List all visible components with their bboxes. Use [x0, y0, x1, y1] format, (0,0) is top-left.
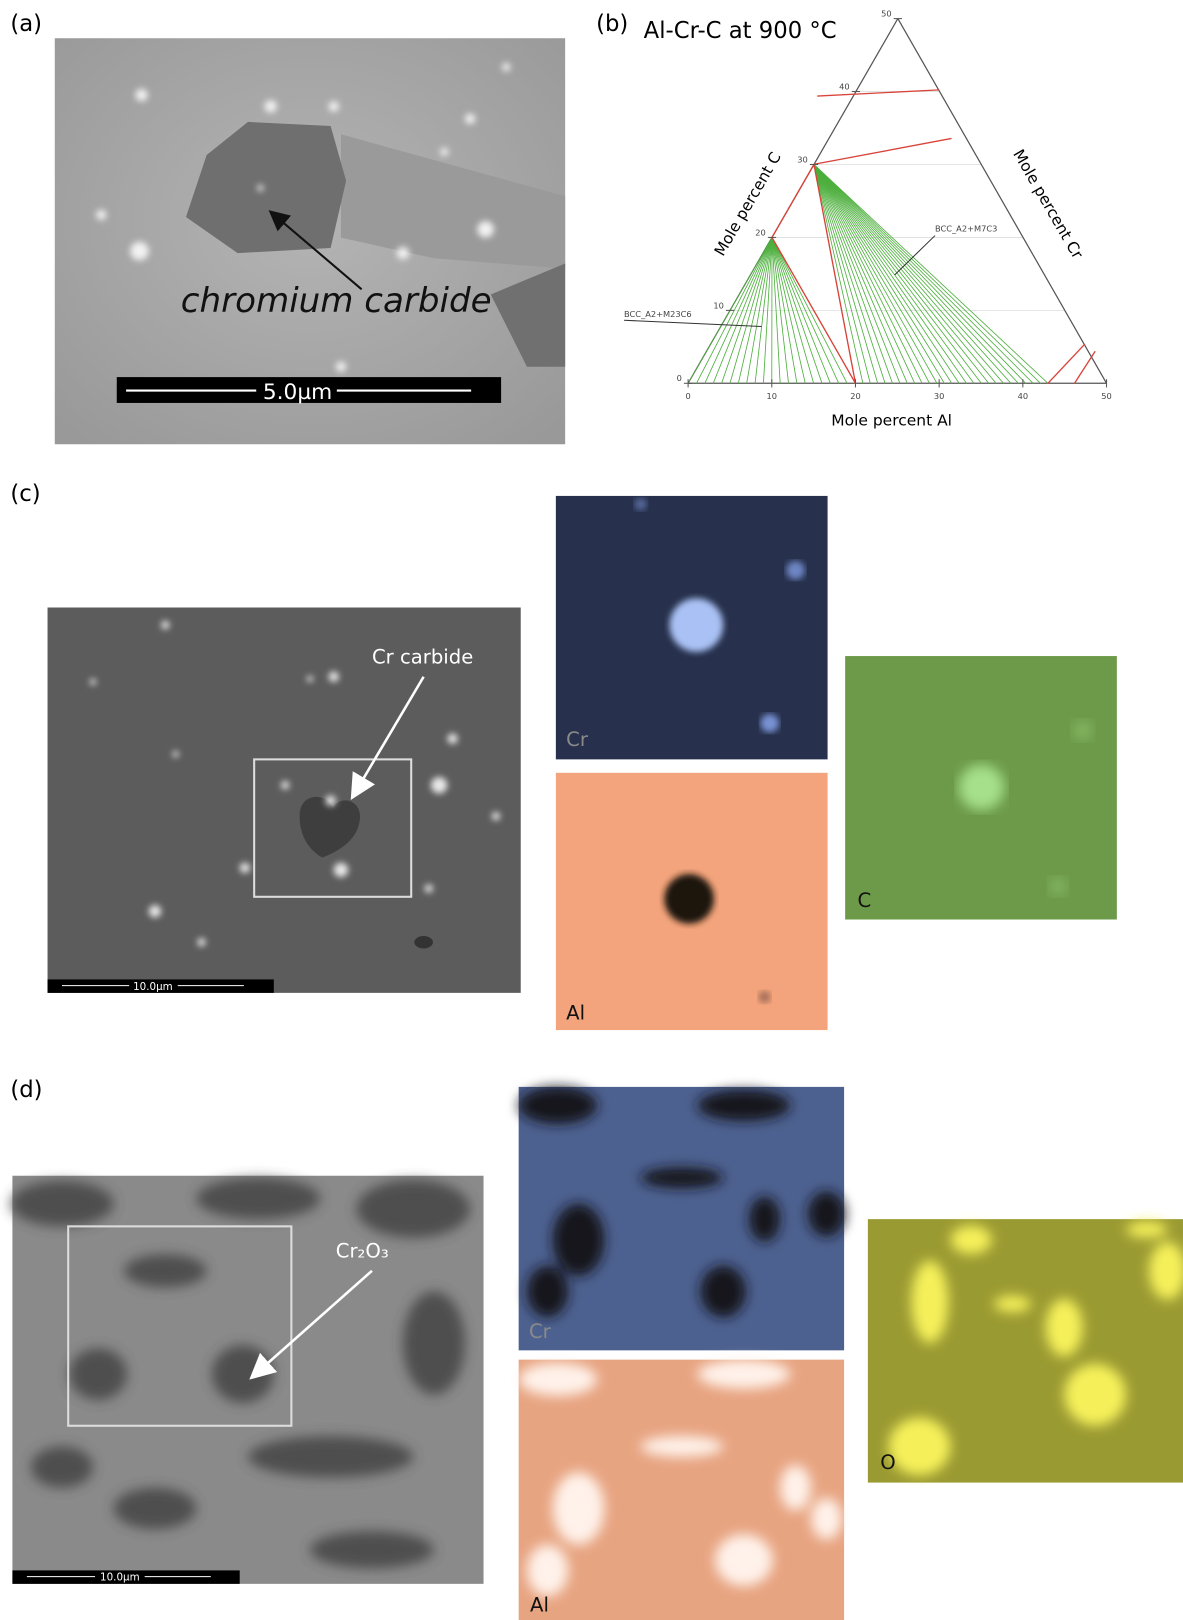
- tick-label: 40: [1018, 391, 1029, 401]
- tick-label: 20: [850, 391, 861, 401]
- map-label: Cr: [529, 1320, 552, 1343]
- tie-line: [771, 237, 781, 384]
- diagram-title: Al-Cr-C at 900 °C: [644, 18, 837, 44]
- tick-label: 50: [881, 9, 892, 19]
- tick-label: 30: [797, 154, 808, 164]
- tie-line: [813, 164, 1012, 384]
- tie-line: [813, 164, 1004, 384]
- tie-line: [712, 237, 773, 384]
- panel-label: (d): [10, 1077, 42, 1103]
- annotation: Cr carbide: [372, 645, 473, 668]
- map-label: Al: [566, 1002, 585, 1025]
- tie-line: [813, 164, 1041, 384]
- axis-line: [897, 18, 1108, 384]
- map-o: O: [867, 1219, 1183, 1483]
- axis-label: Mole percent Al: [831, 412, 952, 430]
- phase-boundary: [1047, 343, 1086, 384]
- tie-line: [813, 164, 975, 384]
- tie-line: [771, 237, 823, 384]
- region-label: BCC_A2+M23C6: [624, 309, 692, 319]
- tie-line: [771, 237, 815, 384]
- map-al: Al: [555, 772, 828, 1031]
- tie-line: [771, 237, 798, 384]
- tie-line: [813, 164, 1049, 384]
- map-label: C: [858, 889, 872, 912]
- tick-label: 20: [755, 227, 766, 237]
- tie-line: [813, 164, 886, 384]
- map-label: O: [880, 1451, 895, 1474]
- tie-line: [813, 164, 1027, 384]
- tie-line: [813, 164, 967, 384]
- tick-label: 0: [685, 391, 690, 401]
- micrograph-d: Cr₂O₃ 10.0µm: [10, 1175, 484, 1584]
- tie-line: [771, 237, 789, 384]
- tie-line: [746, 237, 773, 384]
- scale-bar-label: 5.0µm: [263, 380, 332, 405]
- panel-label: (c): [10, 481, 40, 507]
- tie-line: [813, 164, 879, 384]
- map-label: Al: [530, 1594, 549, 1617]
- map-label: Cr: [566, 728, 589, 751]
- tie-line: [737, 237, 773, 384]
- scale-bar-label: 10.0µm: [100, 1572, 140, 1584]
- tie-line: [813, 164, 930, 384]
- panel-label: (a): [10, 11, 42, 37]
- tie-line: [754, 237, 773, 384]
- phase-boundary: [1073, 350, 1096, 384]
- tick-label: 50: [1101, 391, 1112, 401]
- micrograph-a: 5.0µm chromium carbide: [54, 38, 566, 445]
- tick-label: 40: [839, 81, 850, 91]
- tie-line: [813, 164, 916, 384]
- tie-line: [813, 164, 864, 384]
- tie-line: [813, 164, 893, 384]
- tie-line: [813, 164, 908, 384]
- annotation: Cr₂O₃: [336, 1239, 389, 1262]
- tie-line: [813, 164, 1019, 384]
- tie-line: [813, 164, 938, 384]
- annotation: chromium carbide: [181, 281, 492, 321]
- tie-line: [813, 164, 953, 384]
- tie-line: [729, 237, 773, 384]
- tie-line: [771, 237, 806, 384]
- tie-line: [771, 237, 840, 384]
- tie-line: [813, 164, 945, 384]
- region-label: BCC_A2+M7C3: [935, 223, 997, 233]
- tie-line: [813, 164, 871, 384]
- phase-boundary: [771, 164, 815, 238]
- tie-line: [813, 164, 901, 384]
- map-c: C: [845, 656, 1117, 920]
- map-al: Al: [518, 1359, 845, 1620]
- axis-label: Mole percent Cr: [1009, 146, 1086, 262]
- micrograph-c: Cr carbide 10.0µm: [47, 607, 521, 993]
- tie-line: [763, 237, 773, 384]
- phase-boundary: [771, 237, 857, 384]
- tie-line: [771, 237, 848, 384]
- scale-bar-label: 10.0µm: [133, 981, 173, 993]
- tie-line: [813, 164, 990, 384]
- tie-line: [813, 164, 997, 384]
- tie-line: [721, 237, 773, 384]
- tick-label: 30: [934, 391, 945, 401]
- map-cr: Cr: [518, 1086, 846, 1351]
- tick-label: 10: [767, 391, 778, 401]
- phase-boundary: [814, 137, 952, 165]
- tie-line: [813, 164, 1034, 384]
- ternary-diagram: 0 10 20 30 40 50 0 10 20 30 40 50: [677, 9, 1112, 401]
- phase-boundary: [817, 89, 940, 97]
- tie-line: [696, 237, 773, 384]
- phase-boundary: [813, 164, 857, 384]
- tie-line: [813, 164, 923, 384]
- tie-line: [771, 237, 831, 384]
- tie-line: [813, 164, 982, 384]
- panel-label: (b): [596, 11, 628, 37]
- tick-label: 0: [677, 373, 682, 383]
- tick-label: 10: [713, 300, 724, 310]
- tie-line: [813, 164, 960, 384]
- tie-line: [704, 237, 773, 384]
- map-cr: Cr: [555, 495, 828, 760]
